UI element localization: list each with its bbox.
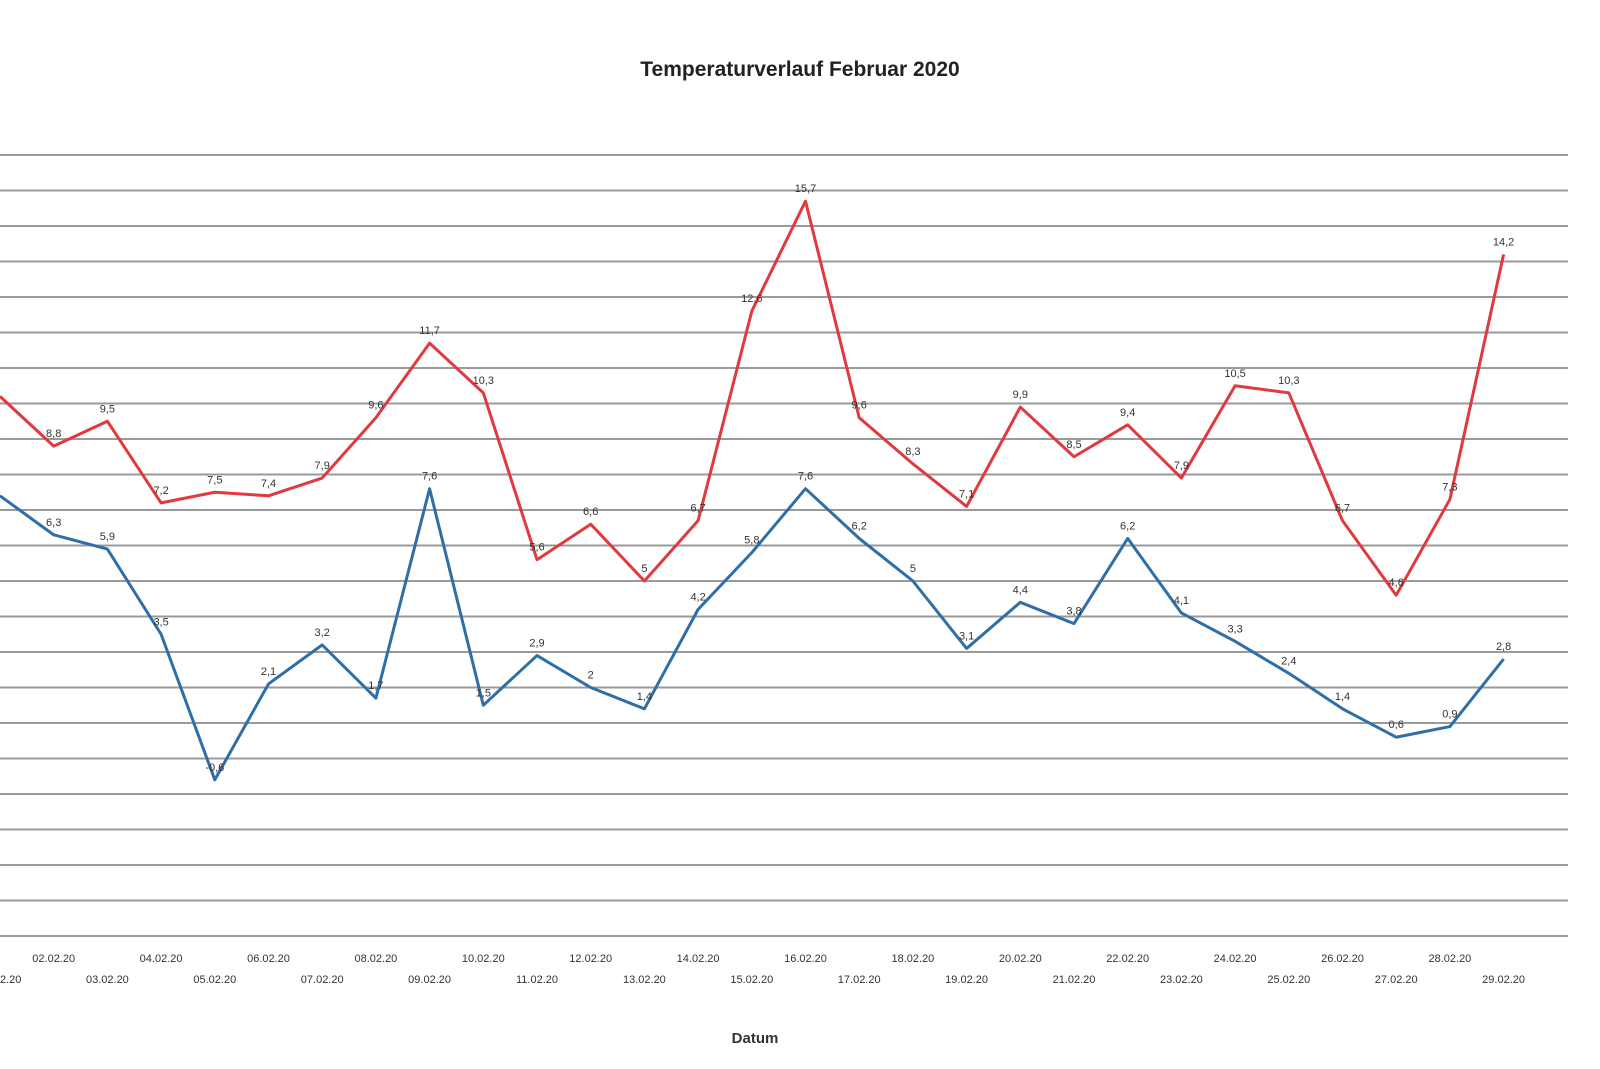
- data-label: 1,4: [1335, 691, 1350, 703]
- data-label: 10,5: [1224, 368, 1245, 380]
- x-tick-label: 12.02.20: [569, 953, 612, 965]
- data-label: 2,4: [1281, 655, 1296, 667]
- x-tick-label: 28.02.20: [1428, 953, 1471, 965]
- x-tick-label: 10.02.20: [462, 953, 505, 965]
- x-tick-label: 15.02.20: [730, 974, 773, 986]
- data-label: 11,7: [419, 325, 440, 337]
- data-label: 8,3: [905, 446, 920, 458]
- x-tick-label: 01.02.20: [0, 974, 21, 986]
- data-label: 14,2: [1493, 236, 1514, 248]
- data-label: 3,8: [1066, 606, 1081, 618]
- data-label: 7,6: [798, 471, 813, 483]
- x-tick-label: 29.02.20: [1482, 974, 1525, 986]
- data-label: 7,2: [153, 485, 168, 497]
- data-label: 6,6: [583, 506, 598, 518]
- data-label: 0,6: [1389, 719, 1404, 731]
- data-label: 1,5: [476, 687, 491, 699]
- data-label: 9,5: [100, 403, 115, 415]
- data-label: 6,7: [1335, 503, 1350, 515]
- data-label: 3,1: [959, 630, 974, 642]
- x-tick-label: 17.02.20: [838, 974, 881, 986]
- x-axis-title: Datum: [731, 1030, 779, 1047]
- chart-title: Temperaturverlauf Februar 2020: [640, 58, 960, 81]
- data-label: 5: [910, 563, 916, 575]
- x-tick-label: 03.02.20: [86, 974, 129, 986]
- x-tick-label: 14.02.20: [677, 953, 720, 965]
- x-tick-label: 23.02.20: [1160, 974, 1203, 986]
- data-label: 8,8: [46, 428, 61, 440]
- x-tick-label: 24.02.20: [1214, 953, 1257, 965]
- x-tick-label: 25.02.20: [1267, 974, 1310, 986]
- data-label: 5,8: [744, 535, 759, 547]
- data-label: 5,6: [529, 542, 544, 554]
- x-tick-labels: 01.02.20 02.02.20 03.02.20 04.02.20 05.02.20…: [0, 953, 1525, 986]
- data-label: 7,3: [1442, 481, 1457, 493]
- data-label: 2,1: [261, 666, 276, 678]
- gridlines: [0, 154, 1568, 937]
- data-label: 9,4: [1120, 407, 1135, 419]
- x-tick-label: 16.02.20: [784, 953, 827, 965]
- data-label: 6,2: [1120, 520, 1135, 532]
- data-label: 6,3: [46, 517, 61, 529]
- data-label: 5,9: [100, 531, 115, 543]
- data-label: 12,6: [741, 293, 762, 305]
- series-lines: [0, 199, 1506, 782]
- x-tick-label: 26.02.20: [1321, 953, 1364, 965]
- x-tick-label: 18.02.20: [891, 953, 934, 965]
- x-tick-label: 27.02.20: [1375, 974, 1418, 986]
- x-tick-label: 07.02.20: [301, 974, 344, 986]
- x-tick-label: 06.02.20: [247, 953, 290, 965]
- x-tick-label: 11.02.20: [516, 974, 558, 986]
- data-label: 2,9: [529, 638, 544, 650]
- data-label: 5: [641, 563, 647, 575]
- series-line-1: [0, 199, 1506, 597]
- data-label: 15,7: [795, 183, 816, 195]
- data-label: -0,6: [205, 762, 224, 774]
- data-label: 7,9: [315, 460, 330, 472]
- x-tick-label: 02.02.20: [32, 953, 75, 965]
- data-label: 3,3: [1227, 623, 1242, 635]
- data-label: 3,5: [153, 616, 168, 628]
- x-tick-label: 04.02.20: [140, 953, 183, 965]
- x-tick-label: 09.02.20: [408, 974, 451, 986]
- data-label: 4,6: [1389, 577, 1404, 589]
- data-label: 7,1: [959, 488, 974, 500]
- data-label: 6,7: [690, 503, 705, 515]
- x-tick-label: 13.02.20: [623, 974, 666, 986]
- series-line-2: [0, 487, 1505, 782]
- data-labels: 8,8 9,5 7,2 7,5 7,4 7,9 9,6 11,7 10,3 5,6 6,6 5 6,7 1…: [46, 183, 1514, 774]
- data-label: 9,6: [852, 400, 867, 412]
- x-tick-label: 05.02.20: [193, 974, 236, 986]
- data-label: 10,3: [473, 375, 494, 387]
- x-tick-label: 19.02.20: [945, 974, 988, 986]
- data-label: 6,2: [852, 520, 867, 532]
- data-label: 7,6: [422, 471, 437, 483]
- data-label: 1,4: [637, 691, 652, 703]
- data-label: 4,1: [1174, 595, 1189, 607]
- data-label: 4,2: [690, 591, 705, 603]
- data-label: 9,6: [368, 400, 383, 412]
- data-label: 10,3: [1278, 375, 1299, 387]
- data-label: 2,8: [1496, 641, 1511, 653]
- data-label: 7,5: [207, 474, 222, 486]
- data-label: 2: [588, 670, 594, 682]
- data-label: 8,5: [1066, 439, 1081, 451]
- data-label: 3,2: [315, 627, 330, 639]
- x-tick-label: 08.02.20: [354, 953, 397, 965]
- data-label: 7,4: [261, 478, 276, 490]
- x-tick-label: 22.02.20: [1106, 953, 1149, 965]
- data-label: 9,9: [1013, 389, 1028, 401]
- data-label: 0,9: [1442, 709, 1457, 721]
- data-label: 7,9: [1174, 460, 1189, 472]
- data-label: 4,4: [1013, 584, 1028, 596]
- x-tick-label: 21.02.20: [1053, 974, 1096, 986]
- data-label: 1,7: [368, 680, 383, 692]
- x-tick-label: 20.02.20: [999, 953, 1042, 965]
